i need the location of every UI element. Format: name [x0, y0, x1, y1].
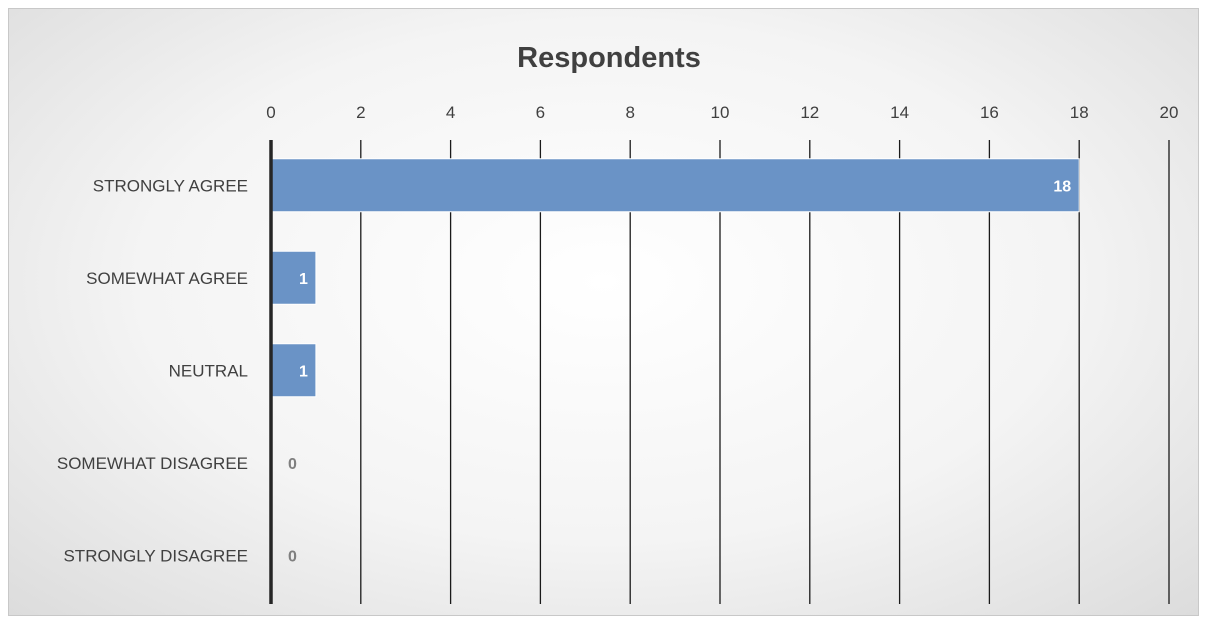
category-label: SOMEWHAT DISAGREE [57, 454, 248, 473]
category-label: SOMEWHAT AGREE [86, 269, 248, 288]
chart-area [8, 8, 1199, 616]
x-tick-label: 18 [1070, 103, 1089, 122]
data-label: 18 [1053, 178, 1071, 195]
bar [270, 343, 317, 398]
x-tick-label: 16 [980, 103, 999, 122]
category-label: STRONGLY AGREE [93, 176, 248, 195]
chart-title: Respondents [517, 42, 701, 74]
x-tick-label: 8 [625, 103, 634, 122]
data-labels: 18 1 1 0 0 [288, 178, 1071, 565]
x-tick-label: 14 [890, 103, 909, 122]
x-tick-label: 20 [1160, 103, 1179, 122]
bar [270, 158, 1080, 213]
bars [270, 158, 1080, 398]
category-label: NEUTRAL [169, 361, 248, 380]
data-label: 0 [288, 456, 297, 473]
x-axis-ticks: 0 2 4 6 8 10 12 14 16 18 20 [266, 103, 1178, 122]
gridlines [360, 140, 1170, 604]
x-tick-label: 10 [711, 103, 730, 122]
x-tick-label: 0 [266, 103, 275, 122]
bar [270, 250, 317, 305]
data-label: 1 [299, 363, 308, 380]
x-tick-label: 12 [800, 103, 819, 122]
data-label: 1 [299, 271, 308, 288]
x-tick-label: 4 [446, 103, 455, 122]
category-label: STRONGLY DISAGREE [63, 546, 248, 565]
data-label: 0 [288, 548, 297, 565]
category-labels: STRONGLY AGREE SOMEWHAT AGREE NEUTRAL SOMEW… [57, 176, 248, 565]
x-tick-label: 2 [356, 103, 365, 122]
x-tick-label: 6 [536, 103, 545, 122]
